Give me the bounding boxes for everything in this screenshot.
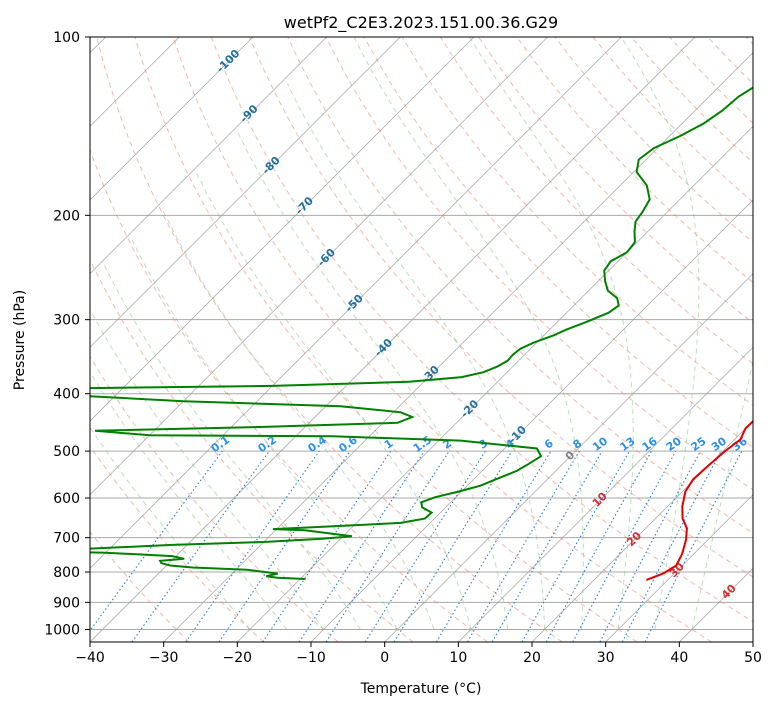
isotherm-line xyxy=(90,37,401,348)
x-tick-label: −30 xyxy=(149,650,179,666)
y-tick-label: 200 xyxy=(53,208,80,224)
moist-adiabat-line xyxy=(620,37,700,630)
plot-frame xyxy=(89,36,754,643)
chart-title: wetPf2_C2E3.2023.151.00.36.G29 xyxy=(284,13,558,33)
x-tick-label: −40 xyxy=(75,650,105,666)
dry-adiabat-line xyxy=(96,37,563,642)
isotherm-line xyxy=(90,37,254,201)
moist-adiabat-line xyxy=(469,37,634,630)
y-tick-label: 800 xyxy=(53,565,80,581)
dry-adiabat-line xyxy=(90,258,414,642)
mixing-ratio-line xyxy=(298,450,425,642)
x-tick-label: 10 xyxy=(449,650,467,666)
moist-adiabat-line xyxy=(131,239,398,630)
mixing-ratio-line xyxy=(644,450,743,642)
x-tick-label: 50 xyxy=(744,650,762,666)
mixing-ratio-line xyxy=(325,450,450,642)
moist-adiabat-line xyxy=(90,308,324,630)
dry-adiabat-line xyxy=(401,37,753,406)
mixing-ratio-line xyxy=(262,450,392,642)
moist-adiabat-line xyxy=(90,426,251,630)
mixing-ratio-line xyxy=(521,450,630,642)
moist-adiabat-line xyxy=(353,37,584,630)
isotherm-line xyxy=(310,199,753,642)
y-tick-label: 300 xyxy=(53,313,80,329)
x-axis: −40 −30 −20 −10 0 10 20 30 40 50 xyxy=(75,642,762,666)
dry-adiabat-line xyxy=(90,445,264,642)
dry-adiabat-line xyxy=(287,37,753,534)
isotherm-line xyxy=(90,37,475,422)
x-axis-label: Temperature (°C) xyxy=(360,681,482,697)
y-tick-label: 600 xyxy=(53,491,80,507)
x-tick-label: −10 xyxy=(296,650,326,666)
dry-adiabat-line xyxy=(210,37,753,623)
dry-adiabat-line xyxy=(134,37,638,642)
mixing-ratio-line xyxy=(218,450,351,642)
mixing-ratio-line xyxy=(131,450,270,642)
dry-adiabat-line xyxy=(439,37,753,365)
mixing-ratio-line xyxy=(90,450,223,632)
isotherm-line xyxy=(90,37,622,569)
mixing-ratio-line xyxy=(572,450,677,642)
dry-adiabat-line xyxy=(516,37,753,284)
y-tick-label: 500 xyxy=(53,444,80,460)
dry-adiabat-line xyxy=(90,531,190,642)
moist-adiabat-line xyxy=(287,83,546,630)
temperature-profile-line xyxy=(646,419,753,581)
isotherm-line xyxy=(90,37,548,496)
moist-adiabat-line xyxy=(237,132,509,630)
moist-adiabat-line xyxy=(161,208,435,630)
x-tick-label: −20 xyxy=(223,650,253,666)
y-tick-label: 100 xyxy=(53,30,80,46)
x-tick-label: 20 xyxy=(523,650,541,666)
y-tick-label: 1000 xyxy=(44,622,80,638)
y-tick-label: 400 xyxy=(53,387,80,403)
isotherm-line xyxy=(531,420,753,642)
isotherm-line xyxy=(90,37,696,642)
isotherm-line xyxy=(90,37,327,275)
moist-adiabat-line xyxy=(691,358,753,630)
x-tick-label: 30 xyxy=(597,650,615,666)
x-tick-label: 40 xyxy=(670,650,688,666)
isotherm-line xyxy=(605,494,753,642)
dewpoint-profile-line xyxy=(90,86,753,580)
y-axis-label: Pressure (hPa) xyxy=(12,290,28,390)
x-tick-label: 0 xyxy=(380,650,389,666)
y-tick-label: 700 xyxy=(53,531,80,547)
mixing-ratio-line xyxy=(393,450,513,642)
dry-adiabat-line xyxy=(90,148,488,642)
dry-adiabat-line xyxy=(249,37,753,578)
y-tick-label: 900 xyxy=(53,595,80,611)
mixing-ratio-line xyxy=(185,450,320,642)
moist-adiabat-line xyxy=(90,370,288,630)
dry-adiabat-line xyxy=(172,37,712,642)
isotherm-line xyxy=(458,346,753,642)
y-axis: 100 200 300 400 500 600 700 800 900 1000 xyxy=(44,30,90,638)
dry-adiabat-line xyxy=(90,355,339,642)
isotherm-line xyxy=(384,273,753,642)
moist-adiabat-line xyxy=(196,173,472,630)
mixing-ratio-line xyxy=(545,450,653,642)
